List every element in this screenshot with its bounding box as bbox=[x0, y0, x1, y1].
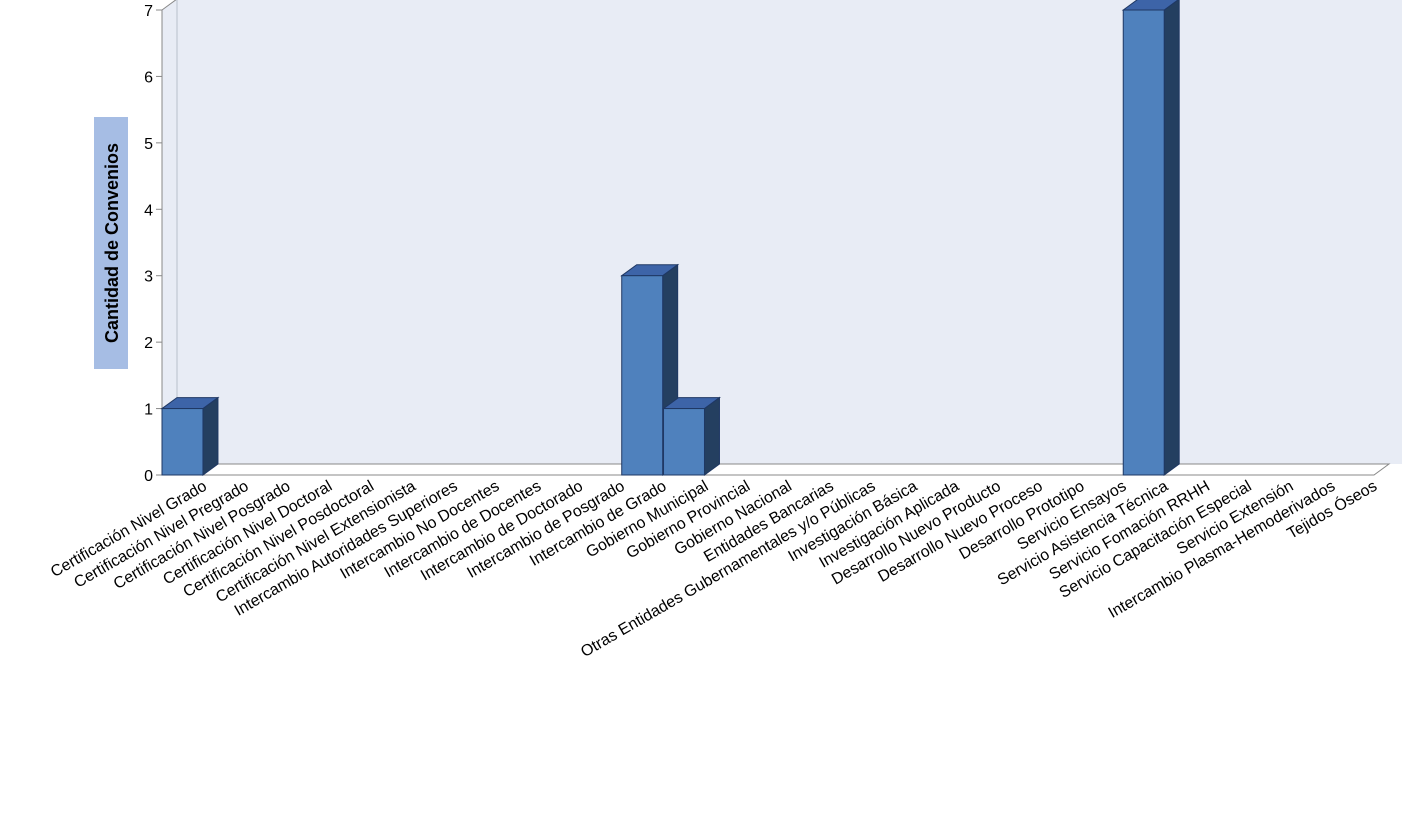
y-tick-label: 2 bbox=[144, 335, 153, 352]
y-tick-label: 6 bbox=[144, 69, 153, 86]
y-tick-label: 1 bbox=[144, 402, 153, 419]
y-tick-label: 5 bbox=[144, 136, 153, 153]
bar-side bbox=[1163, 0, 1180, 476]
bar-front bbox=[621, 275, 664, 476]
y-axis-label: Cantidad de Convenios bbox=[102, 143, 122, 343]
bar-front bbox=[1122, 9, 1165, 476]
y-tick-label: 7 bbox=[144, 3, 153, 20]
bar bbox=[661, 396, 722, 476]
back-wall bbox=[162, 0, 1402, 475]
y-axis-label-background bbox=[94, 117, 128, 369]
bar-front bbox=[161, 408, 204, 476]
y-tick-label: 0 bbox=[144, 468, 153, 485]
bar bbox=[1121, 0, 1180, 476]
chart-walls bbox=[160, 0, 1402, 476]
bar-side bbox=[202, 396, 219, 476]
y-axis: 0 1 2 3 4 5 6 7 bbox=[144, 3, 163, 485]
wall-top-edge bbox=[161, 0, 177, 11]
y-tick-label: 4 bbox=[144, 202, 153, 219]
bars bbox=[160, 0, 1180, 476]
y-tick-label: 3 bbox=[144, 269, 153, 286]
floor bbox=[160, 463, 1391, 476]
bar-side bbox=[703, 396, 720, 476]
bar bbox=[160, 396, 220, 476]
bar-front bbox=[663, 408, 705, 476]
